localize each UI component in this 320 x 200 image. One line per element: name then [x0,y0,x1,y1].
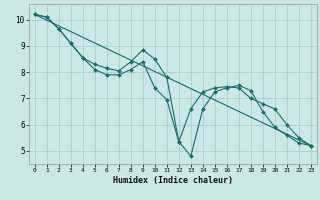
X-axis label: Humidex (Indice chaleur): Humidex (Indice chaleur) [113,176,233,185]
